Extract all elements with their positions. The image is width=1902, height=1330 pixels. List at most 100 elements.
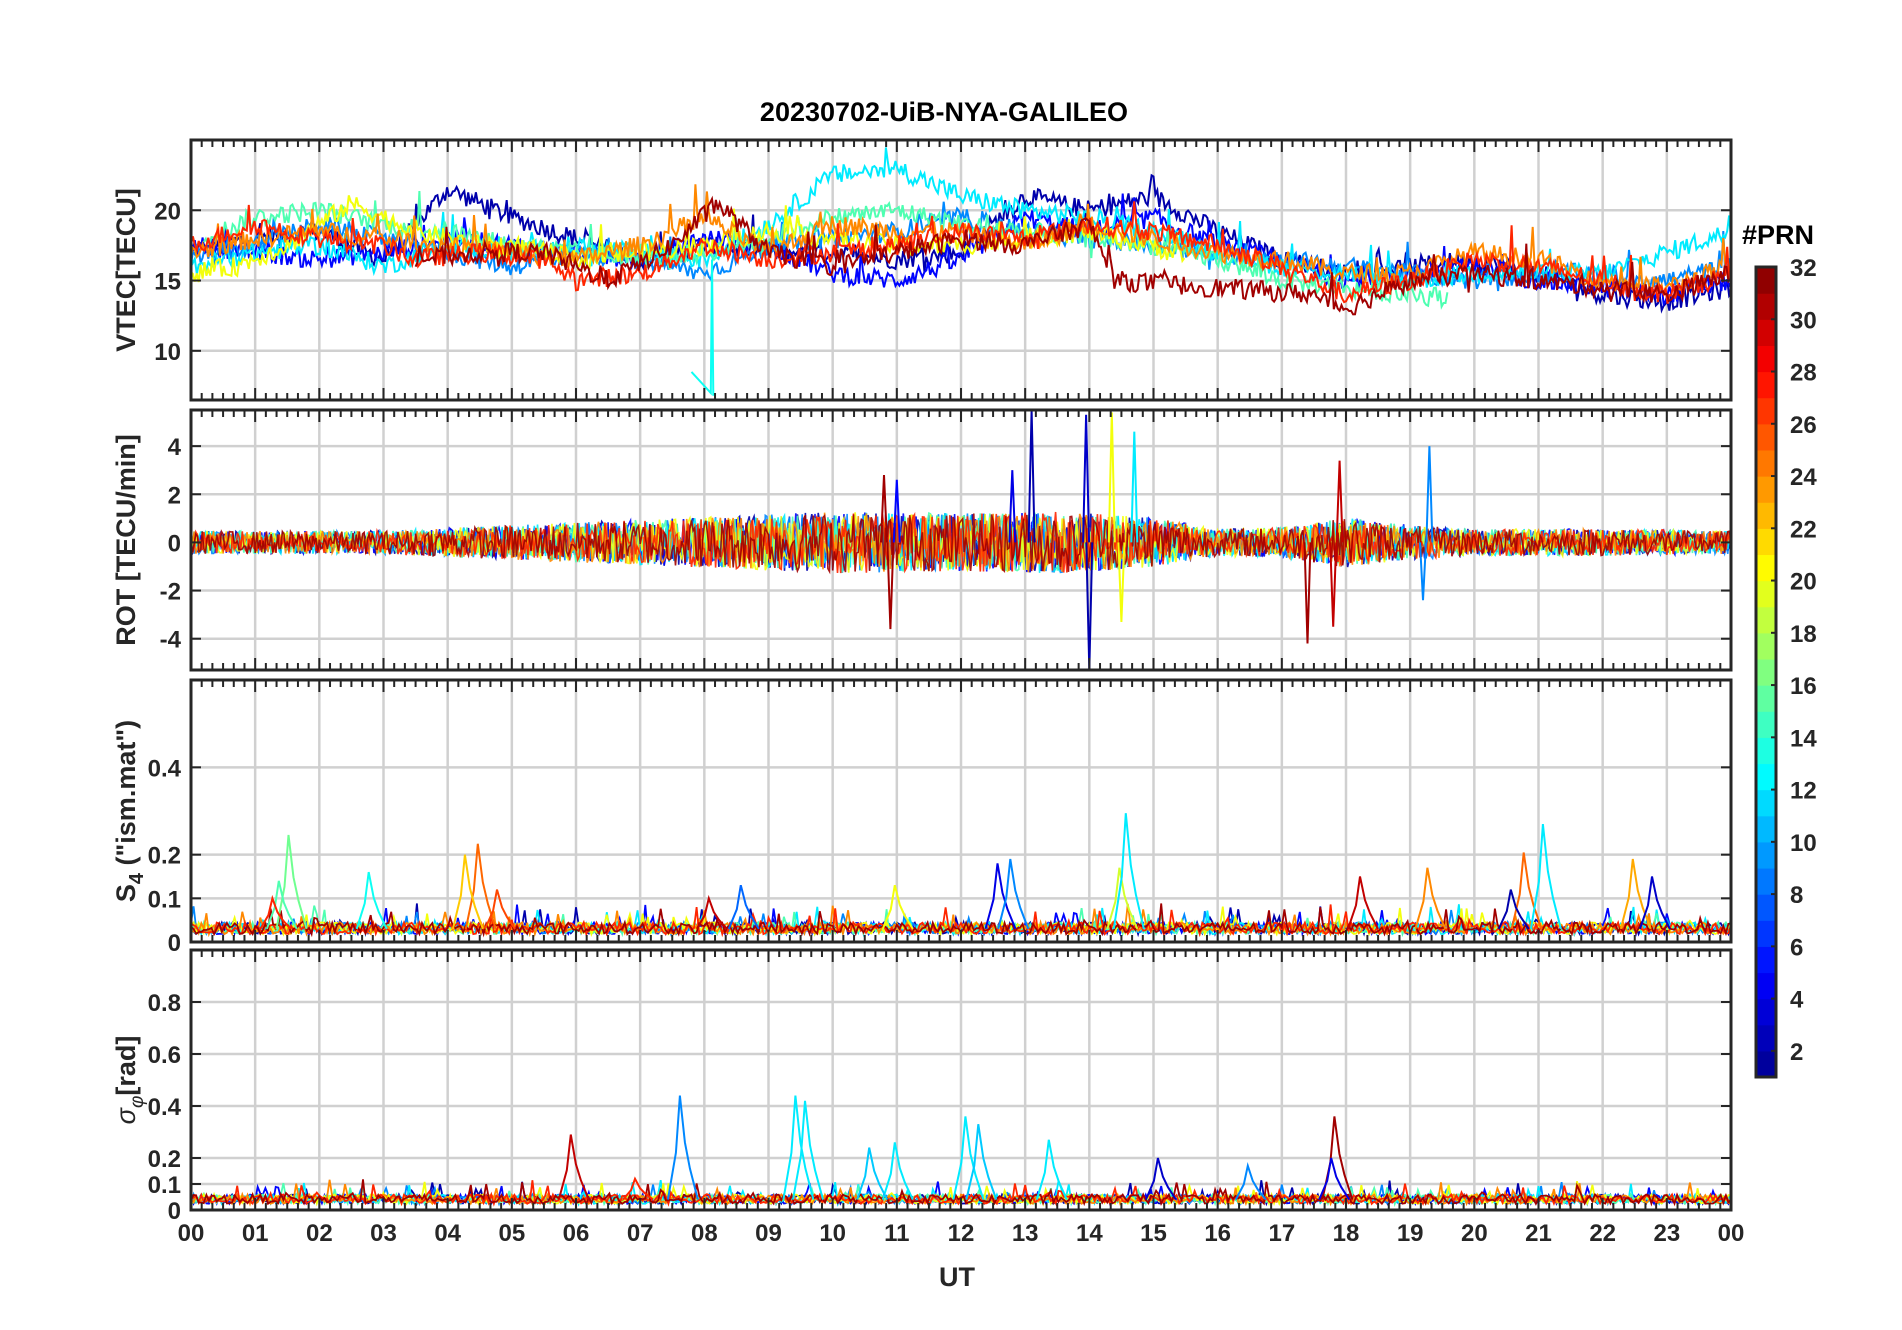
- rot-spike: [1329, 542, 1338, 627]
- sigma_phi-spike: [622, 1176, 654, 1201]
- sigma_phi-spike: [782, 1095, 815, 1200]
- x-tick-label: 04: [434, 1220, 461, 1247]
- colorbar-segment: [1756, 1050, 1776, 1078]
- s4-spike: [984, 863, 1017, 930]
- s4-spike: [1414, 867, 1447, 930]
- s4-spike: [997, 858, 1030, 930]
- sigma_phi-spike: [1144, 1157, 1177, 1201]
- sigma_phi-spike: [557, 1134, 590, 1200]
- y-tick-label: 20: [154, 198, 181, 225]
- y-tick-label: 0.2: [148, 1146, 181, 1173]
- x-tick-label: 13: [1012, 1220, 1039, 1247]
- rot-spike: [1027, 410, 1036, 543]
- x-tick-label: 01: [242, 1220, 269, 1247]
- s4-spike: [1497, 889, 1530, 930]
- sigma_phi-spike: [856, 1147, 889, 1201]
- x-tick-label: 06: [563, 1220, 590, 1247]
- series-rot: [191, 410, 1731, 670]
- rot-spike: [1335, 460, 1344, 543]
- x-tick-label: 15: [1140, 1220, 1167, 1247]
- y-tick-label: -2: [160, 579, 181, 606]
- sigma_phi-spike: [965, 1124, 998, 1200]
- colorbar-segment: [1756, 946, 1776, 974]
- colorbar-segment: [1756, 606, 1776, 634]
- sigma_phi-spike: [792, 1100, 824, 1200]
- colorbar-segment: [1756, 1024, 1776, 1052]
- s4-spike: [881, 884, 914, 930]
- colorbar-segment: [1756, 972, 1776, 1000]
- colorbar-frame: [1754, 265, 1778, 1079]
- x-tick-label: 17: [1268, 1220, 1295, 1247]
- rot-spike: [1082, 414, 1091, 543]
- sigma_phi-spike: [881, 1142, 914, 1201]
- x-tick-label: 09: [755, 1220, 782, 1247]
- rot-line-prn-31: [191, 513, 1731, 575]
- rot-spike: [1425, 446, 1434, 543]
- colorbar-tick-label: 28: [1790, 360, 1817, 387]
- colorbar-segment: [1756, 711, 1776, 738]
- y-tick-label: 0: [168, 530, 181, 557]
- x-tick-label: 08: [691, 1220, 718, 1247]
- x-tick-label: 07: [627, 1220, 654, 1247]
- colorbar-segment: [1756, 554, 1776, 582]
- y-tick-label: 0.1: [148, 1172, 181, 1199]
- colorbar-tick-label: 10: [1790, 830, 1817, 857]
- colorbar-segment: [1756, 789, 1776, 817]
- s4-spike: [259, 894, 292, 930]
- s4-spike: [1112, 813, 1145, 930]
- colorbar-tick-label: 16: [1790, 673, 1817, 700]
- colorbar-tick-label: 30: [1790, 307, 1817, 334]
- colorbar-tick-label: 18: [1790, 621, 1817, 648]
- panel-s4: 0 0.1 0.2 0.4S4 ("ism.mat"): [111, 678, 1733, 957]
- chart-title: 20230702-UiB-NYA-GALILEO: [760, 97, 1128, 127]
- rot-spike: [1303, 542, 1312, 644]
- x-tick-label: 19: [1397, 1220, 1424, 1247]
- s4-spike: [275, 834, 308, 930]
- colorbar-segment: [1756, 345, 1776, 373]
- y-axis-label-rot: ROT [TECU/min]: [111, 434, 141, 645]
- sigma_phi-spike: [1035, 1139, 1068, 1201]
- y-tick-label: 0.4: [148, 755, 182, 782]
- y-tick-label: 0.6: [148, 1042, 181, 1069]
- rot-spike: [1419, 542, 1427, 601]
- colorbar-segment: [1756, 293, 1776, 320]
- y-tick-label: -4: [160, 627, 182, 654]
- colorbar-tick-label: 22: [1790, 516, 1817, 543]
- colorbar-label: #PRN: [1742, 220, 1814, 250]
- colorbar-tick-label: 24: [1790, 464, 1817, 491]
- colorbar-tick-label: 4: [1790, 987, 1804, 1014]
- x-tick-label: 23: [1653, 1220, 1680, 1247]
- colorbar-segment: [1756, 449, 1776, 477]
- vtec-line-prn-27: [191, 201, 1731, 304]
- y-tick-label: 0: [168, 930, 181, 957]
- rot-spike: [1085, 542, 1094, 670]
- s4-spike: [1529, 823, 1562, 930]
- y-axis-label-vtec: VTEC[TECU]: [111, 188, 141, 352]
- colorbar-tick-label: 12: [1790, 778, 1817, 805]
- colorbar-segment: [1756, 267, 1776, 294]
- colorbar-tick-label: 6: [1790, 934, 1803, 961]
- colorbar-segment: [1756, 502, 1776, 529]
- colorbar-segment: [1756, 815, 1776, 843]
- s4-spike: [1639, 876, 1671, 930]
- x-tick-label: 05: [498, 1220, 525, 1247]
- colorbar-segment: [1756, 528, 1776, 556]
- sigma_phi-spike: [1318, 1157, 1351, 1201]
- y-tick-label: 0.4: [148, 1094, 182, 1121]
- colorbar-tick-label: 20: [1790, 569, 1817, 596]
- colorbar-segment: [1756, 319, 1776, 346]
- x-tick-label: 20: [1461, 1220, 1488, 1247]
- y-tick-label: 0.2: [148, 843, 181, 870]
- panel-sigma_phi: 00.10.2 0.4 0.6 0.8σφ[rad]: [111, 948, 1733, 1225]
- s4-spike: [1619, 858, 1652, 930]
- colorbar-segment: [1756, 920, 1776, 947]
- series-vtec: [191, 147, 1731, 396]
- colorbar-segment: [1756, 580, 1776, 608]
- vtec-line-prn-15: [202, 190, 1449, 310]
- x-tick-label: 14: [1076, 1220, 1103, 1247]
- x-tick-label: 22: [1589, 1220, 1616, 1247]
- s4-spike: [695, 894, 728, 930]
- sigma_phi-spike: [666, 1095, 699, 1200]
